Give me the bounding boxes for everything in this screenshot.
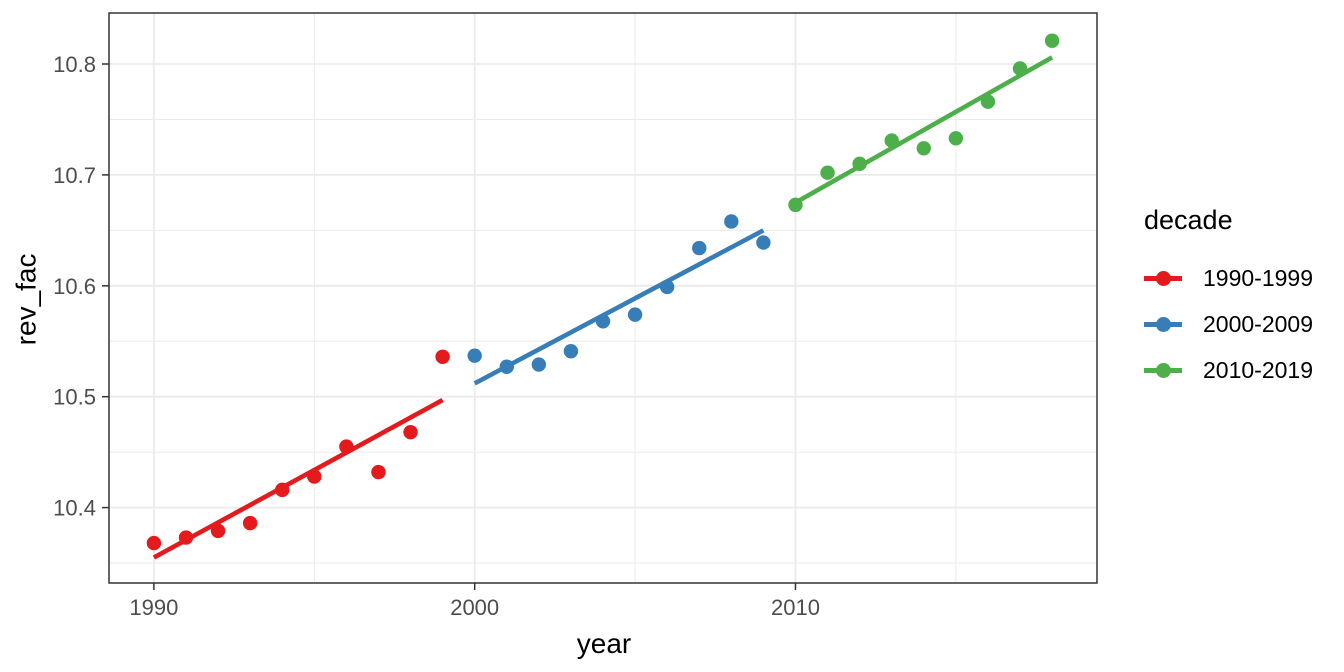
x-tick-label: 2010 (771, 595, 820, 620)
data-point (146, 535, 162, 551)
trend-line (473, 228, 765, 386)
data-point (210, 523, 226, 539)
data-point (595, 314, 611, 329)
legend-item-label: 2000-2009 (1203, 310, 1313, 337)
legend-key-dot (1156, 271, 1171, 286)
data-point (1012, 61, 1028, 76)
data-point (531, 357, 547, 372)
data-point (435, 349, 450, 364)
legend: decade 1990-1999 2000-2009 2010-2019 (1144, 207, 1313, 393)
y-tick-label: 10.4 (53, 496, 96, 521)
data-point (563, 344, 579, 359)
data-point (724, 214, 739, 229)
data-point (820, 165, 835, 180)
data-point (307, 469, 322, 484)
data-point (916, 141, 931, 156)
data-point (659, 279, 675, 295)
trend-line (152, 398, 444, 560)
data-point (339, 439, 354, 454)
data-point (403, 424, 418, 440)
y-tick-label: 10.6 (53, 274, 96, 299)
x-axis-title: year (576, 628, 632, 659)
data-point (980, 94, 996, 109)
panel-border (108, 12, 1098, 584)
data-point (852, 156, 867, 172)
data-point (467, 348, 482, 363)
y-tick-label: 10.5 (53, 385, 96, 410)
legend-key-icon (1144, 314, 1182, 334)
data-point (371, 464, 386, 480)
data-point (756, 235, 771, 250)
trend-line (794, 55, 1054, 205)
legend-item: 2000-2009 (1144, 301, 1313, 347)
legend-item-label: 1990-1999 (1203, 264, 1313, 291)
data-point (242, 515, 258, 531)
y-tick-label: 10.8 (53, 52, 96, 77)
legend-item: 1990-1999 (1144, 255, 1313, 301)
data-point (1044, 33, 1060, 48)
legend-title: decade (1144, 205, 1233, 235)
data-point (499, 359, 514, 374)
y-tick-label: 10.7 (53, 163, 96, 188)
y-axis-title: rev_fac (10, 253, 42, 346)
data-point (788, 197, 803, 213)
legend-key-dot (1156, 317, 1171, 332)
data-point (275, 482, 290, 498)
plot-panel (109, 13, 1097, 583)
legend-key-icon (1144, 360, 1182, 380)
legend-key-icon (1144, 268, 1182, 288)
legend-item: 2010-2019 (1144, 347, 1313, 393)
data-point (627, 307, 643, 322)
data-point (178, 530, 194, 545)
x-tick-label: 1990 (129, 595, 178, 620)
legend-item-label: 2010-2019 (1203, 356, 1313, 383)
data-point (884, 133, 899, 148)
legend-items: 1990-1999 2000-2009 2010-2019 (1144, 255, 1313, 393)
data-point (692, 240, 707, 256)
x-tick-label: 2000 (450, 595, 499, 620)
legend-key-dot (1156, 363, 1171, 378)
data-point (948, 131, 964, 146)
